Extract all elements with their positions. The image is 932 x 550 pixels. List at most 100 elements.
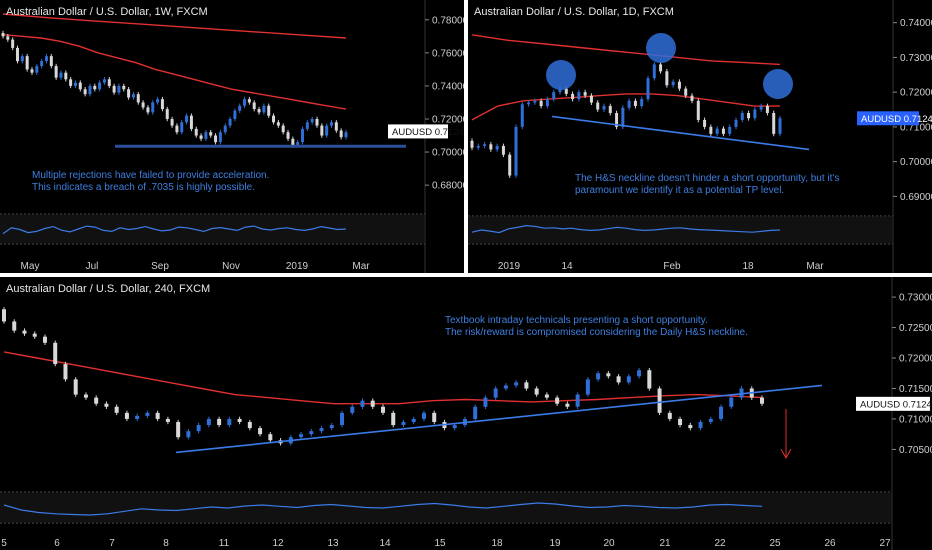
daily-candle-body — [772, 113, 776, 134]
weekly-candle-body — [73, 82, 77, 86]
daily-candle-body — [665, 71, 669, 86]
h4-candle-body — [411, 418, 416, 422]
daily-candle-body — [470, 140, 474, 148]
weekly-candle-body — [257, 109, 261, 113]
daily-candle-body — [734, 119, 738, 127]
h4-candle-body — [381, 406, 385, 413]
weekly-candle-body — [146, 107, 150, 113]
daily-candle-body — [495, 146, 499, 150]
daily-candle-body — [715, 128, 719, 134]
h4-y-tick-label: 0.72000 — [899, 354, 932, 365]
daily-candle-body — [740, 113, 744, 120]
h4-moving-average-line — [3, 351, 763, 405]
h4-x-tick-label: 22 — [714, 538, 726, 549]
daily-x-tick-label: 14 — [561, 261, 573, 272]
h4-candle-body — [206, 418, 211, 426]
daily-candle-body — [633, 100, 637, 107]
weekly-candle-body — [199, 135, 203, 139]
h4-x-tick-label: 12 — [272, 538, 284, 549]
h4-candle-body — [544, 394, 549, 398]
h4-candle-body — [555, 397, 560, 404]
weekly-candle-body — [344, 132, 348, 138]
daily-moving-average-long-line — [471, 34, 781, 66]
h4-candle-body — [483, 397, 488, 407]
h4-candle-body — [299, 434, 304, 438]
weekly-y-tick-label: 0.72000 — [432, 114, 464, 125]
weekly-moving-average-long-line — [2, 13, 347, 39]
h4-candle-body — [370, 400, 375, 407]
h4-candle-body — [196, 425, 201, 432]
weekly-candle-body — [276, 122, 280, 126]
daily-candle-body — [564, 88, 568, 94]
daily-candle-body — [652, 64, 656, 79]
h4-candle-body — [186, 431, 191, 438]
daily-x-tick-label: Mar — [806, 261, 824, 272]
h4-candle-body — [94, 397, 99, 404]
daily-candle-body — [520, 104, 524, 127]
h4-price-label-text: AUDUSD 0.71248 — [860, 399, 932, 410]
weekly-candle-body — [339, 130, 343, 138]
daily-x-tick-label: 2019 — [498, 261, 521, 272]
h4-x-tick-label: 18 — [491, 538, 503, 549]
h4-candle-body — [647, 370, 652, 389]
daily-candle-body — [646, 78, 650, 100]
h4-y-tick-label: 0.71000 — [899, 414, 932, 425]
daily-candle-body — [571, 93, 575, 100]
weekly-candle-body — [334, 122, 338, 131]
weekly-candle-body — [112, 85, 116, 93]
weekly-candle-body — [214, 135, 218, 143]
daily-candle-body — [747, 113, 751, 119]
weekly-candle-body — [25, 56, 29, 70]
weekly-moving-average-line — [2, 34, 347, 110]
daily-candle-body — [501, 146, 505, 155]
weekly-candle-body — [88, 85, 92, 95]
h4-candle-body — [350, 406, 355, 413]
h4-annotation-line-1: Textbook intraday technicals presenting … — [445, 315, 708, 326]
weekly-candle-body — [11, 39, 15, 48]
daily-y-tick-label: 0.72000 — [900, 88, 932, 99]
daily-candle-body — [583, 92, 587, 96]
h4-x-tick-label: 20 — [603, 538, 615, 549]
weekly-candle-body — [305, 122, 309, 129]
daily-oscillator-line — [471, 224, 781, 234]
weekly-annotation: Multiple rejections have failed to provi… — [32, 170, 269, 194]
daily-candle-body — [709, 126, 713, 134]
daily-candle-body — [602, 106, 606, 110]
h4-candle-body — [473, 406, 478, 419]
weekly-candle-body — [272, 115, 276, 123]
weekly-oscillator-line — [2, 225, 347, 235]
weekly-candle-body — [20, 56, 24, 62]
daily-candle-body — [690, 95, 694, 101]
weekly-chart-title: Australian Dollar / U.S. Dollar, 1W, FXC… — [6, 6, 208, 18]
daily-candle-body — [489, 144, 493, 150]
weekly-candle-body — [141, 102, 145, 108]
weekly-candle-body — [156, 99, 160, 103]
weekly-candle-body — [6, 36, 10, 40]
h4-candle-body — [63, 364, 68, 380]
weekly-candle-body — [98, 82, 102, 90]
h4-candle-body — [678, 418, 683, 426]
h4-candle-body — [22, 330, 27, 334]
daily-neckline — [551, 115, 810, 151]
h4-candle-body — [73, 379, 78, 395]
daily-head-shoulders-marker — [646, 33, 676, 63]
daily-moving-average-line — [471, 93, 780, 121]
weekly-candle-body — [59, 72, 63, 78]
weekly-candle-body — [233, 110, 237, 119]
weekly-candle-body — [301, 128, 305, 143]
daily-candle-body — [696, 100, 700, 120]
h4-down-arrow-head — [780, 448, 792, 460]
daily-y-tick-label: 0.69000 — [900, 192, 932, 203]
weekly-y-tick-label: 0.68000 — [432, 181, 464, 192]
h4-candle-body — [565, 403, 570, 407]
h4-chart-panel[interactable]: 0.73000 0.72500 0.72000 0.71500 0.71000 0.705… — [0, 277, 932, 550]
daily-candle-body — [615, 113, 619, 127]
h4-candle-body — [217, 418, 222, 426]
h4-oscillator-line — [3, 502, 763, 516]
